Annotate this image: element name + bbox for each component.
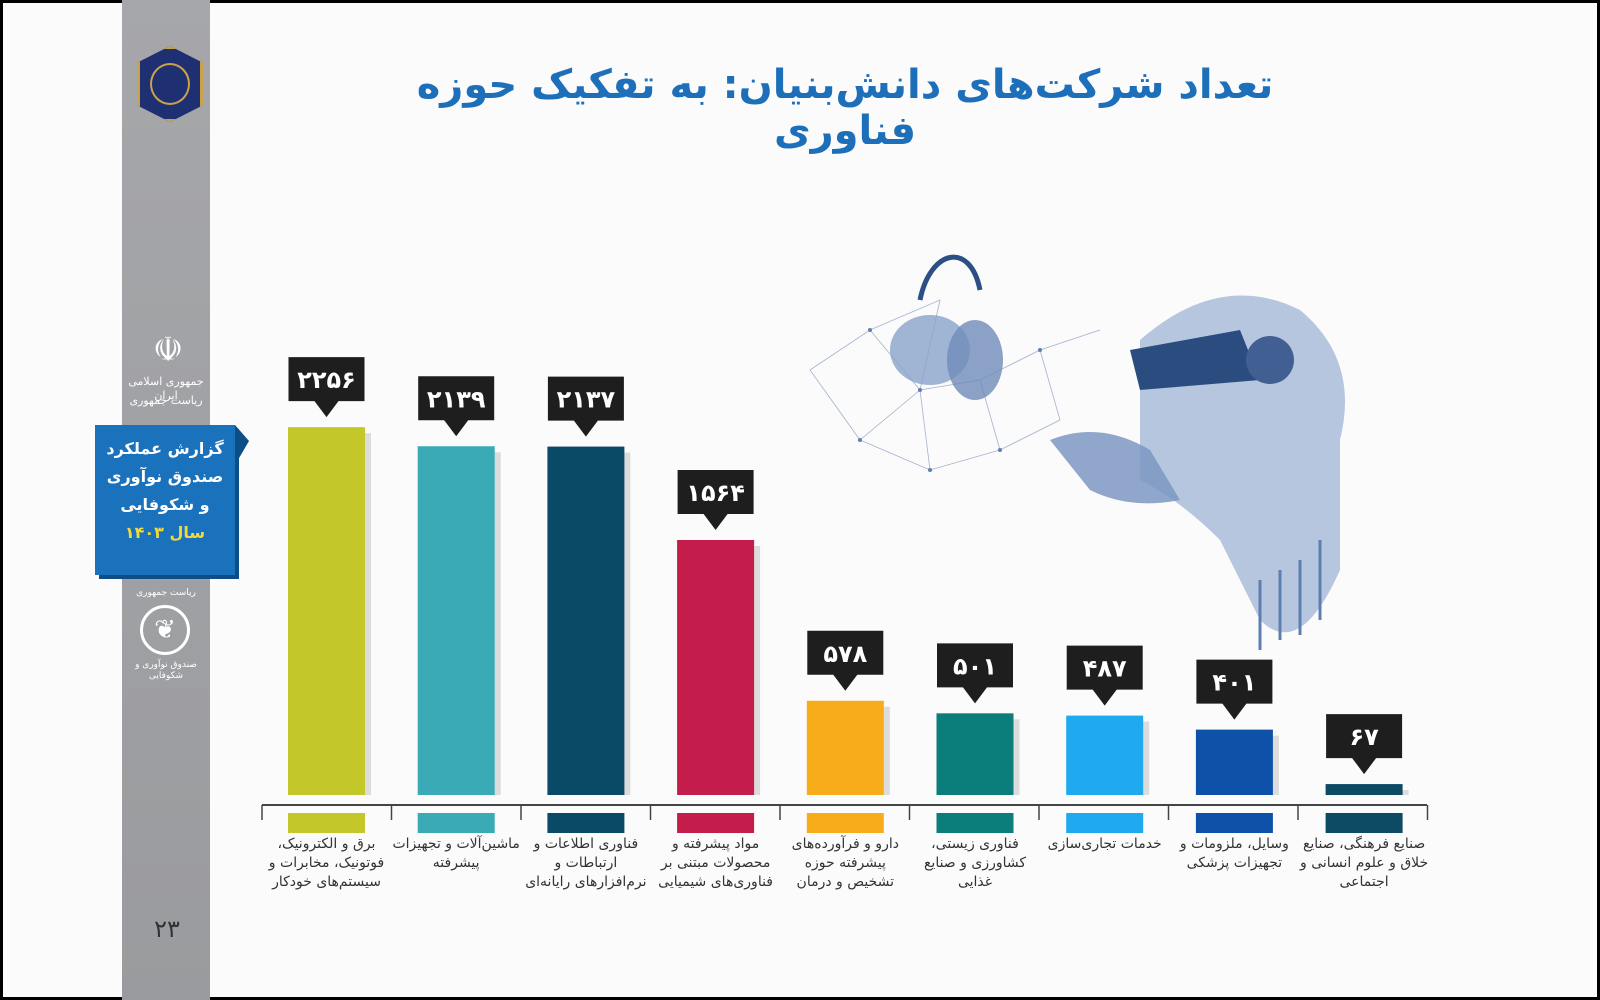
value-label: ۴۸۷ — [1083, 655, 1127, 683]
category-label: صنایع فرهنگی، صنایع خلاق و علوم انسانی و… — [1300, 836, 1429, 890]
bar — [288, 427, 365, 795]
report-line-3: و شکوفایی — [120, 495, 210, 514]
category-swatch — [1325, 813, 1403, 833]
bar — [547, 446, 625, 795]
category-swatch — [936, 813, 1014, 833]
category-label: برق و الکترونیک، فوتونیک، مخابرات و سیست… — [268, 836, 385, 890]
seal-ring-icon — [150, 63, 190, 105]
page-number: ۲۳ — [154, 915, 180, 943]
report-line-2: صندوق نوآوری — [106, 467, 224, 486]
category-swatch — [1195, 813, 1273, 833]
category-label: خدمات تجاری‌سازی — [1047, 836, 1162, 852]
emblem-text-2: ریاست جمهوری — [129, 394, 203, 407]
bar — [1195, 729, 1273, 795]
category-swatch — [288, 813, 365, 833]
value-callout — [807, 630, 884, 691]
fund-text-2: صندوق نوآوری و شکوفایی — [135, 660, 197, 681]
category-label: وسایل، ملزومات و تجهیزات پزشکی — [1179, 836, 1289, 871]
value-callout — [288, 357, 365, 418]
category-label: دارو و فرآورده‌های پیشرفته حوزه تشخیص و … — [791, 836, 899, 890]
bar — [806, 700, 884, 795]
iran-emblem-icon: ☫ — [152, 330, 184, 370]
bar — [677, 540, 755, 795]
report-badge: گزارش عملکرد صندوق نوآوری و شکوفایی سال … — [95, 425, 235, 575]
value-callout — [1196, 659, 1273, 720]
category-swatch — [677, 813, 755, 833]
bars-layer: ۲۲۵۶ ۲۱۳۹ ۲۱۳۷ ۱۵۶۴ ۵۷۸ ۵۰۱ ۴۸۷ ۴۰۱ ۶۷ — [288, 357, 1409, 833]
value-label: ۶۷ — [1349, 723, 1379, 751]
value-label: ۲۱۳۷ — [557, 386, 616, 414]
fund-text-1: ریاست جمهوری — [136, 588, 196, 598]
value-callout — [418, 376, 495, 437]
report-line-1: گزارش عملکرد — [106, 439, 224, 458]
seal-logo — [137, 46, 203, 122]
emblem-text-1: جمهوری اسلامی ایران — [128, 375, 204, 402]
value-callout — [677, 470, 754, 530]
category-label: فناوری زیستی، کشاورزی و صنایع غذایی — [923, 836, 1027, 890]
category-label: فناوری اطلاعات و ارتباطات و نرم‌افزارهای… — [525, 836, 647, 890]
value-callout — [1066, 645, 1143, 706]
report-year: سال ۱۴۰۳ — [124, 523, 206, 542]
bar — [1066, 715, 1144, 795]
category-swatch — [1066, 813, 1144, 833]
bar — [936, 713, 1014, 795]
value-label: ۴۰۱ — [1212, 669, 1256, 697]
fund-leaf-icon: ❦ — [140, 605, 190, 655]
category-swatch — [806, 813, 884, 833]
category-label: مواد پیشرفته و محصولات مبتنی بر فناوری‌ه… — [658, 836, 773, 890]
value-callout — [547, 376, 624, 437]
vr-person-illustration — [809, 254, 1345, 650]
value-label: ۱۵۶۴ — [686, 479, 745, 507]
chart-title: تعداد شرکت‌های دانش‌بنیان: به تفکیک حوزه… — [416, 62, 1274, 154]
value-label: ۵۰۱ — [953, 652, 997, 680]
bar — [417, 446, 495, 795]
category-label: ماشین‌آلات و تجهیزات پیشرفته — [392, 836, 520, 871]
value-callout — [937, 643, 1013, 704]
value-callout — [1326, 714, 1403, 775]
category-swatch — [417, 813, 495, 833]
value-label: ۵۷۸ — [823, 640, 867, 668]
value-label: ۲۲۵۶ — [297, 366, 356, 394]
bar — [1325, 784, 1403, 795]
category-swatch — [547, 813, 625, 833]
value-label: ۲۱۳۹ — [427, 385, 486, 413]
